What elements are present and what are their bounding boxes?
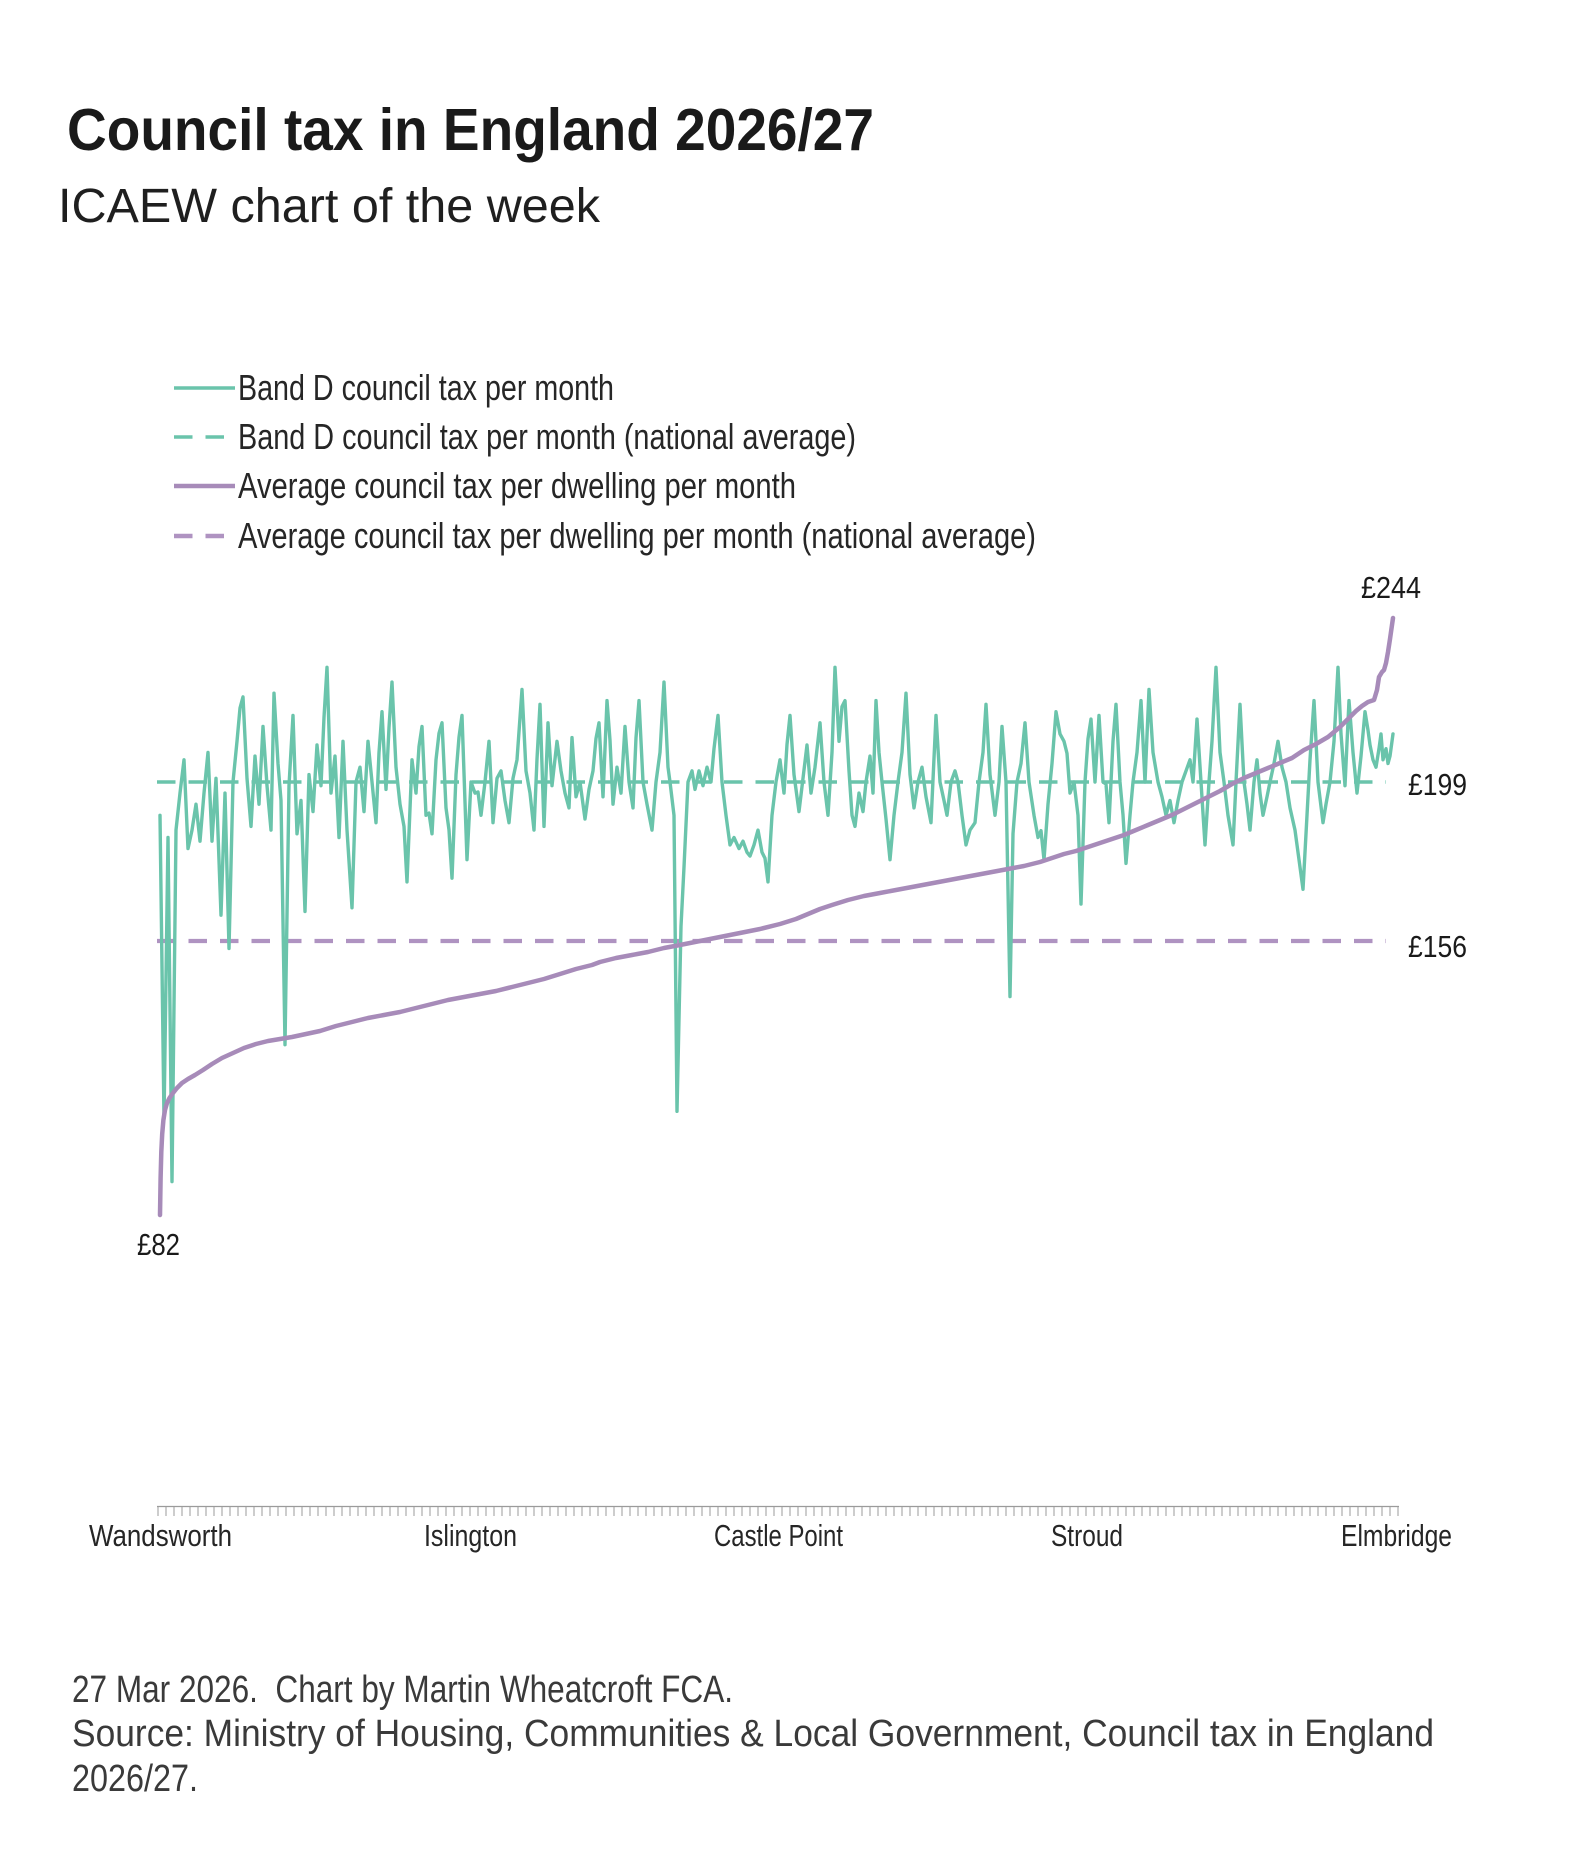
svg-text:£199: £199 <box>1408 767 1467 802</box>
svg-text:Castle Point: Castle Point <box>714 1518 843 1553</box>
svg-text:Average council tax per dwelli: Average council tax per dwelling per mon… <box>238 515 1036 556</box>
svg-text:Wandsworth: Wandsworth <box>89 1518 232 1553</box>
svg-text:£156: £156 <box>1408 929 1467 964</box>
svg-text:2026/27.: 2026/27. <box>72 1758 198 1800</box>
svg-text:Band D council tax per month (: Band D council tax per month (national a… <box>238 416 856 457</box>
svg-text:27 Mar 2026. Chart by Martin: 27 Mar 2026. Chart by Martin Wheatcroft … <box>72 1669 733 1711</box>
svg-text:ICAEW chart of the week: ICAEW chart of the week <box>58 180 601 233</box>
svg-text:Band D council tax per month: Band D council tax per month <box>238 367 614 408</box>
svg-text:Source: Ministry of Housing, C: Source: Ministry of Housing, Communities… <box>72 1713 1434 1755</box>
svg-text:Stroud: Stroud <box>1051 1518 1123 1553</box>
svg-text:Islington: Islington <box>424 1518 517 1553</box>
svg-text:£244: £244 <box>1361 570 1421 605</box>
svg-text:Average council tax per dwelli: Average council tax per dwelling per mon… <box>238 465 796 506</box>
svg-text:Elmbridge: Elmbridge <box>1341 1518 1452 1553</box>
svg-text:£82: £82 <box>137 1227 180 1262</box>
svg-text:Council tax in England 2026/27: Council tax in England 2026/27 <box>67 97 874 163</box>
